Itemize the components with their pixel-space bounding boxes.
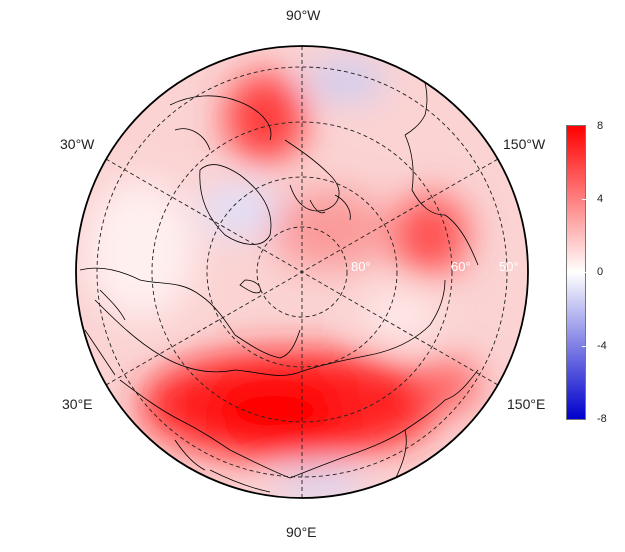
lat-label-60: 60° [451,259,471,274]
colorbar-tick: 0 [597,266,604,278]
map-border [75,45,529,499]
colorbar-tick: 4 [597,193,604,205]
colorbar-tickmark [582,346,586,347]
lon-label-lower-right: 150°E [507,396,546,412]
colorbar-tick: -4 [597,340,607,352]
colorbar-tick: -8 [597,413,607,425]
lat-label-50: 50° [499,259,519,274]
coastlines [79,59,479,493]
lon-label-upper-left: 30°W [60,136,95,152]
lon-label-lower-left: 30°E [62,396,93,412]
anomaly-field [85,62,480,498]
lat-label-80: 80° [351,259,371,274]
colorbar-tick: 8 [597,120,604,132]
lon-label-upper-right: 150°W [503,136,546,152]
graticule [96,46,508,498]
colorbar-tickmark [582,199,586,200]
lon-label-top: 90°W [286,7,321,23]
lon-label-bottom: 90°E [286,524,317,540]
colorbar-tickmark [582,272,586,273]
